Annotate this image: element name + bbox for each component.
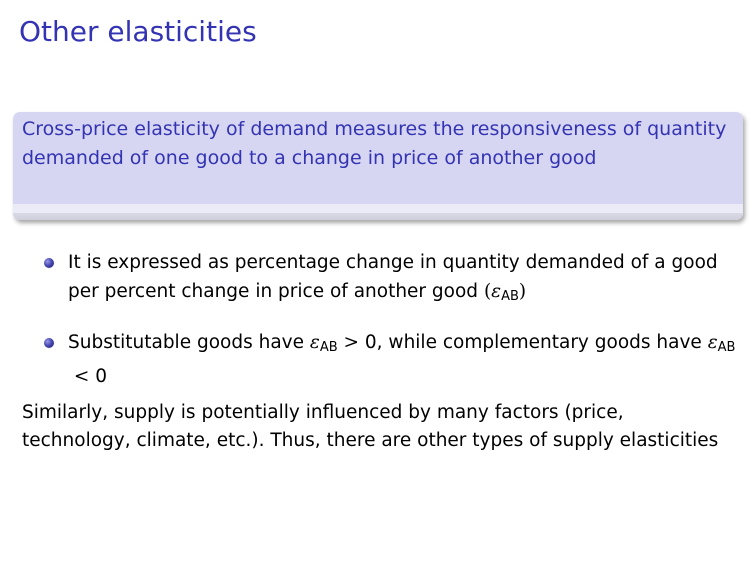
greater-than-sign: > xyxy=(337,332,365,353)
zero-value: 0 xyxy=(95,366,108,387)
bullet-item-goods: Substitutable goods have εAB > 0, while … xyxy=(44,328,744,391)
bullet-marker-icon xyxy=(44,338,54,348)
slide-title: Other elasticities xyxy=(19,15,257,48)
bullet-list: It is expressed as percentage change in … xyxy=(44,248,744,408)
epsilon-symbol: ε xyxy=(491,281,502,302)
epsilon-subscript: AB xyxy=(319,340,338,355)
open-paren: ( xyxy=(483,281,492,302)
definition-block: Cross-price elasticity of demand measure… xyxy=(13,112,743,220)
epsilon-symbol: ε xyxy=(309,332,320,353)
bullet-text-middle: , while complementary goods have xyxy=(376,332,708,353)
bullet-text: It is expressed as percentage change in … xyxy=(68,252,718,302)
epsilon-subscript: AB xyxy=(501,289,519,304)
less-than-sign: < xyxy=(68,366,96,387)
definition-text: Cross-price elasticity of demand measure… xyxy=(22,118,727,169)
epsilon-symbol: ε xyxy=(707,332,718,353)
bullet-marker-icon xyxy=(44,258,54,268)
bullet-text: Substitutable goods have xyxy=(68,332,310,353)
zero-value: 0 xyxy=(364,332,377,353)
close-paren: ) xyxy=(518,281,527,302)
closing-paragraph: Similarly, supply is potentially influen… xyxy=(22,402,719,451)
bullet-item-expression: It is expressed as percentage change in … xyxy=(44,248,744,311)
epsilon-subscript: AB xyxy=(717,340,736,355)
